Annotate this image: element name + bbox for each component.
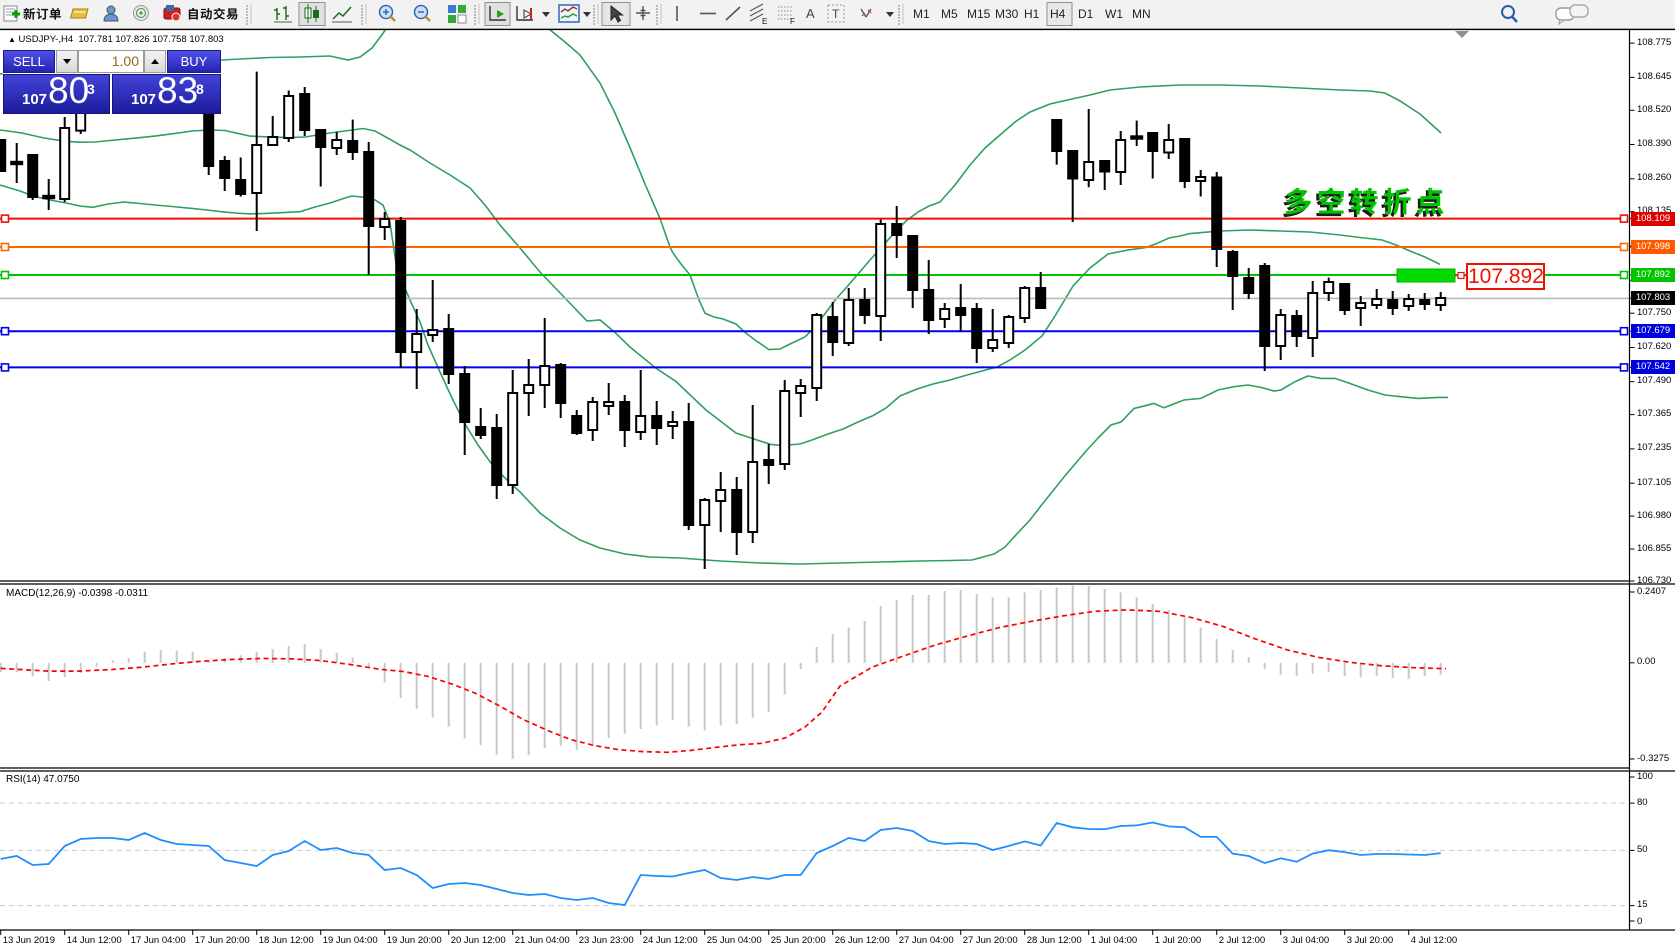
svg-text:E: E: [762, 17, 767, 26]
svg-text:M30: M30: [995, 7, 1019, 21]
svg-text:M5: M5: [941, 7, 958, 21]
svg-text:MN: MN: [1132, 7, 1151, 21]
svg-text:F: F: [790, 17, 795, 26]
svg-text:M1: M1: [913, 7, 930, 21]
svg-text:H4: H4: [1050, 7, 1066, 21]
svg-text:H1: H1: [1024, 7, 1040, 21]
svg-text:T: T: [832, 7, 840, 21]
svg-text:D1: D1: [1078, 7, 1094, 21]
svg-text:W1: W1: [1105, 7, 1123, 21]
svg-text:A: A: [806, 6, 815, 21]
svg-text:M15: M15: [967, 7, 991, 21]
